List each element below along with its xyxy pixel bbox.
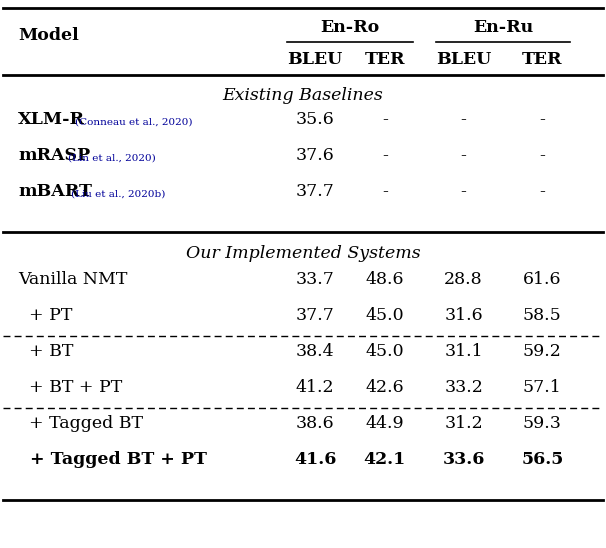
Text: 59.3: 59.3 — [523, 415, 562, 432]
Text: 31.2: 31.2 — [444, 415, 483, 432]
Text: BLEU: BLEU — [436, 52, 491, 68]
Text: 33.6: 33.6 — [442, 452, 485, 469]
Text: 31.1: 31.1 — [444, 344, 483, 361]
Text: -: - — [539, 147, 545, 164]
Text: 31.6: 31.6 — [444, 307, 483, 324]
Text: Model: Model — [18, 26, 79, 43]
Text: TER: TER — [365, 52, 405, 68]
Text: 33.7: 33.7 — [296, 271, 335, 288]
Text: 56.5: 56.5 — [521, 452, 564, 469]
Text: 37.7: 37.7 — [296, 307, 335, 324]
Text: -: - — [461, 147, 467, 164]
Text: + Tagged BT: + Tagged BT — [18, 415, 143, 432]
Text: -: - — [461, 111, 467, 128]
Text: 33.2: 33.2 — [444, 380, 483, 397]
Text: Existing Baselines: Existing Baselines — [222, 88, 384, 105]
Text: (Conneau et al., 2020): (Conneau et al., 2020) — [75, 117, 192, 127]
Text: 45.0: 45.0 — [365, 307, 404, 324]
Text: 44.9: 44.9 — [365, 415, 404, 432]
Text: 59.2: 59.2 — [523, 344, 562, 361]
Text: XLM-R: XLM-R — [18, 111, 85, 128]
Text: 38.4: 38.4 — [296, 344, 335, 361]
Text: 42.6: 42.6 — [365, 380, 404, 397]
Text: TER: TER — [522, 52, 562, 68]
Text: -: - — [539, 111, 545, 128]
Text: mBART: mBART — [18, 184, 92, 201]
Text: 28.8: 28.8 — [444, 271, 483, 288]
Text: + BT + PT: + BT + PT — [18, 380, 122, 397]
Text: (Lin et al., 2020): (Lin et al., 2020) — [68, 153, 156, 163]
Text: -: - — [539, 184, 545, 201]
Text: 41.2: 41.2 — [296, 380, 335, 397]
Text: Vanilla NMT: Vanilla NMT — [18, 271, 127, 288]
Text: 37.6: 37.6 — [296, 147, 335, 164]
Text: En-Ro: En-Ro — [321, 20, 379, 37]
Text: -: - — [461, 184, 467, 201]
Text: mRASP: mRASP — [18, 147, 90, 164]
Text: BLEU: BLEU — [287, 52, 343, 68]
Text: 41.6: 41.6 — [294, 452, 336, 469]
Text: + PT: + PT — [18, 307, 73, 324]
Text: En-Ru: En-Ru — [473, 20, 533, 37]
Text: -: - — [382, 184, 388, 201]
Text: -: - — [382, 147, 388, 164]
Text: + Tagged BT + PT: + Tagged BT + PT — [18, 452, 207, 469]
Text: 38.6: 38.6 — [296, 415, 335, 432]
Text: 57.1: 57.1 — [523, 380, 562, 397]
Text: 45.0: 45.0 — [365, 344, 404, 361]
Text: 42.1: 42.1 — [364, 452, 406, 469]
Text: + BT: + BT — [18, 344, 73, 361]
Text: 48.6: 48.6 — [365, 271, 404, 288]
Text: (Liu et al., 2020b): (Liu et al., 2020b) — [71, 190, 165, 198]
Text: 58.5: 58.5 — [523, 307, 562, 324]
Text: 35.6: 35.6 — [296, 111, 335, 128]
Text: Our Implemented Systems: Our Implemented Systems — [185, 246, 421, 262]
Text: 61.6: 61.6 — [523, 271, 562, 288]
Text: -: - — [382, 111, 388, 128]
Text: 37.7: 37.7 — [296, 184, 335, 201]
